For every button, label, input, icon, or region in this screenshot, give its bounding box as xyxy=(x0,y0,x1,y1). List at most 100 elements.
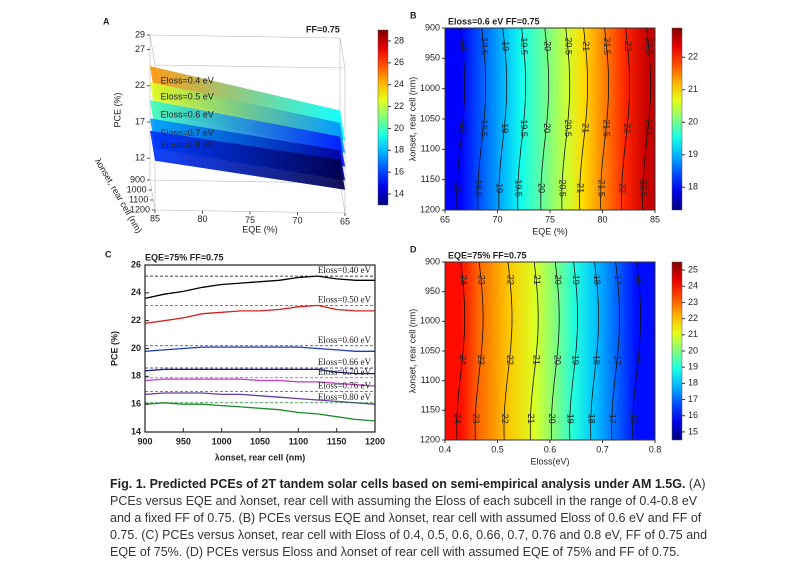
contour-label: 16 xyxy=(634,275,644,285)
contour-label: 22 xyxy=(617,183,627,193)
z-tick-label: 17 xyxy=(135,116,145,126)
y-tick-label: 24 xyxy=(131,287,141,297)
colorbar-tick-label: 17 xyxy=(688,394,698,404)
y-tick-label: 22 xyxy=(131,315,141,325)
x-tick-label: 75 xyxy=(545,214,555,224)
contour-label: 20 xyxy=(542,41,552,51)
contour-label: 18 xyxy=(458,41,468,51)
y-tick-label: 900 xyxy=(425,22,440,32)
colorbar-tick-label: 22 xyxy=(394,101,404,111)
contour-label: 20 xyxy=(542,123,552,133)
contour-label: 20 xyxy=(547,414,557,424)
caption: Fig. 1. Predicted PCEs of 2T tandem sola… xyxy=(110,476,720,561)
caption-text: (A) PCEs versus EQE and λonset, rear cel… xyxy=(110,477,708,559)
contour-label: 20.5 xyxy=(563,37,573,55)
x-tick-label: 1200 xyxy=(365,436,385,446)
series-line xyxy=(144,392,376,405)
colorbar xyxy=(377,29,389,206)
z-tick-label: 29 xyxy=(135,29,145,39)
z-axis-label: PCE (%) xyxy=(112,92,122,127)
contour-label: 24 xyxy=(453,414,463,424)
colorbar-tick-label: 24 xyxy=(394,79,404,89)
contour-label: 20 xyxy=(552,355,562,365)
contour-label: 22.5 xyxy=(644,119,654,137)
contour-label: 18.5 xyxy=(479,119,489,137)
colorbar xyxy=(671,27,683,211)
contour-label: 19.5 xyxy=(513,179,523,197)
y-tick-label: 950 xyxy=(425,286,440,296)
x-tick-label: 70 xyxy=(492,214,502,224)
y-tick-label: 16 xyxy=(131,399,141,409)
contour-label: 18 xyxy=(453,183,463,193)
contour-line xyxy=(642,27,651,211)
colorbar-tick-label: 19 xyxy=(688,149,698,159)
y-tick-label: 1150 xyxy=(421,405,440,415)
series-label: Eloss=0.40 eV xyxy=(318,265,372,275)
y-tick-label: 1050 xyxy=(420,113,440,123)
contour-label: 23 xyxy=(471,414,481,424)
x-tick-label: 85 xyxy=(150,213,160,223)
contour-label: 21 xyxy=(575,183,585,193)
contour-label: 21.5 xyxy=(602,119,612,137)
colorbar xyxy=(671,261,683,441)
contour-label: 17 xyxy=(613,355,623,365)
contour-label: 21 xyxy=(581,123,591,133)
figure: A FF=0.75 Eloss=0.4 eV Eloss=0.5 eV Eloss=0.… xyxy=(93,10,698,466)
contour-label: 18 xyxy=(586,414,596,424)
y-tick-label: 26 xyxy=(131,259,141,269)
y-tick-label: 18 xyxy=(131,371,141,381)
x-tick-label: 1100 xyxy=(289,436,309,446)
contour-label: 19 xyxy=(500,123,510,133)
contour-line xyxy=(540,27,550,211)
layer-label: Eloss=0.7 eV xyxy=(161,128,214,138)
y-tick-label: 1000 xyxy=(420,316,440,326)
y-tick-label: 1100 xyxy=(421,375,440,385)
x-tick-label: 1050 xyxy=(250,436,270,446)
y-axis-label: λonset, rear cell (nm) xyxy=(407,77,417,162)
series-label: Eloss=0.70 eV xyxy=(318,367,372,377)
y-tick-label: 900 xyxy=(425,256,440,266)
layer-label: Eloss=0.8 eV xyxy=(161,140,214,150)
box-edge xyxy=(149,179,156,211)
contour-line xyxy=(600,27,609,211)
panel-letter: A xyxy=(103,16,110,26)
contour-label: 20 xyxy=(537,183,547,193)
colorbar-tick-label: 20 xyxy=(688,117,698,127)
contour-line xyxy=(579,27,588,211)
heatmap xyxy=(445,262,655,440)
colorbar-tick-label: 21 xyxy=(688,329,698,339)
series-label: Eloss=0.66 eV xyxy=(318,357,372,367)
contour-line xyxy=(529,261,539,441)
contour-line xyxy=(498,27,508,211)
x-tick-label: 80 xyxy=(197,214,207,224)
y-tick-label: 14 xyxy=(131,426,141,436)
panel-letter: D xyxy=(410,244,417,254)
contour-label: 17 xyxy=(607,414,617,424)
contour-label: 20.5 xyxy=(558,179,568,197)
contour-label: 21.5 xyxy=(602,37,612,55)
contour-line xyxy=(632,261,641,441)
contour-label: 22 xyxy=(623,41,633,51)
heatmap xyxy=(445,28,655,210)
contour-label: 21 xyxy=(532,275,542,285)
contour-label: 19 xyxy=(500,41,510,51)
series-line xyxy=(144,402,376,422)
contour-label: 23 xyxy=(476,355,486,365)
colorbar-tick-label: 26 xyxy=(394,57,404,67)
y-tick-label: 1000 xyxy=(127,184,147,194)
panel-title: Eloss=0.6 eV FF=0.75 xyxy=(448,16,540,26)
contour-label: 20.5 xyxy=(563,119,573,137)
series-label: Eloss=0.80 eV xyxy=(318,392,372,402)
x-tick-label: 70 xyxy=(292,216,302,226)
series-label: Eloss=0.60 eV xyxy=(318,335,372,345)
contour-label: 18 xyxy=(592,275,602,285)
colorbar-tick-label: 18 xyxy=(394,145,404,155)
series-line xyxy=(144,346,375,352)
contour-line xyxy=(611,261,620,441)
colorbar-tick-label: 21 xyxy=(688,84,698,94)
contour-label: 22 xyxy=(623,123,633,133)
contour-line xyxy=(477,27,487,211)
layer-label: Eloss=0.5 eV xyxy=(161,92,214,102)
contour-line xyxy=(456,261,466,441)
